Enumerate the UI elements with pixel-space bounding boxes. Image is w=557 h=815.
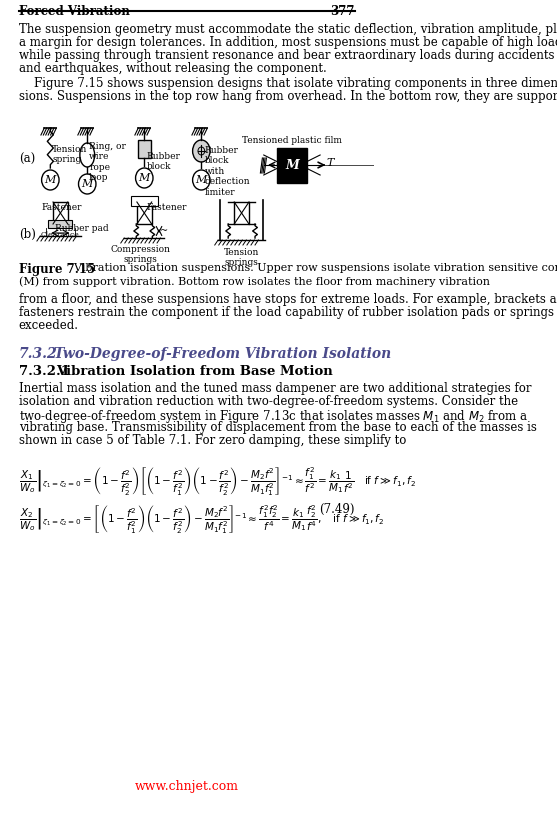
Text: 377: 377: [330, 5, 355, 18]
Bar: [131, 196, 158, 206]
Text: and earthquakes, without releasing the component.: and earthquakes, without releasing the c…: [19, 62, 326, 75]
Text: Ring, or
wire
rope
loop: Ring, or wire rope loop: [89, 142, 126, 183]
Text: while passing through transient resonance and bear extraordinary loads during ac: while passing through transient resonanc…: [19, 49, 554, 62]
Text: (b): (b): [19, 228, 36, 241]
Ellipse shape: [193, 140, 210, 162]
Bar: [138, 140, 151, 158]
Bar: [137, 202, 152, 224]
Text: exceeded.: exceeded.: [19, 319, 79, 332]
Text: fasteners restrain the component if the load capability of rubber isolation pads: fasteners restrain the component if the …: [19, 306, 557, 319]
Text: Tensioned plastic film: Tensioned plastic film: [242, 136, 342, 145]
Text: from a floor, and these suspensions have stops for extreme loads. For example, b: from a floor, and these suspensions have…: [19, 293, 557, 306]
Text: Fastener: Fastener: [146, 203, 187, 212]
Text: Fastener: Fastener: [42, 203, 82, 212]
Text: a margin for design tolerances. In addition, most suspensions must be capable of: a margin for design tolerances. In addit…: [19, 36, 557, 49]
Text: Inertial mass isolation and the tuned mass dampener are two additional strategie: Inertial mass isolation and the tuned ma…: [19, 382, 531, 395]
Text: M: M: [196, 175, 207, 185]
Text: Clearance: Clearance: [41, 231, 80, 239]
Text: sions. Suspensions in the top row hang from overhead. In the bottom row, they ar: sions. Suspensions in the top row hang f…: [19, 90, 557, 103]
Text: (M) from support vibration. Bottom row isolates the floor from machinery vibrati: (M) from support vibration. Bottom row i…: [19, 276, 490, 287]
Text: Vibration Isolation from Base Motion: Vibration Isolation from Base Motion: [56, 365, 333, 378]
Text: M: M: [139, 173, 150, 183]
Text: Tension
springs: Tension springs: [224, 248, 259, 267]
Text: M: M: [285, 158, 299, 171]
Text: M: M: [45, 175, 56, 185]
Bar: [48, 220, 72, 228]
Text: www.chnjet.com: www.chnjet.com: [135, 780, 238, 793]
Text: 7.3.2.1: 7.3.2.1: [19, 365, 70, 378]
Text: shown in case 5 of Table 7.1. For zero damping, these simplify to: shown in case 5 of Table 7.1. For zero d…: [19, 434, 406, 447]
Text: Rubber
block
with
deflection
limiter: Rubber block with deflection limiter: [204, 146, 250, 196]
Text: $\left.\dfrac{X_2}{W_o}\right|_{\zeta_1=\zeta_2=0}= \left[\left(1-\dfrac{f^2}{f_: $\left.\dfrac{X_2}{W_o}\right|_{\zeta_1=…: [19, 503, 384, 535]
Text: M: M: [81, 179, 93, 189]
Text: (7.49): (7.49): [320, 503, 355, 516]
Text: Figure 7.15: Figure 7.15: [19, 263, 95, 276]
Text: 7.3.2: 7.3.2: [19, 347, 57, 361]
Text: Compression
springs: Compression springs: [111, 245, 171, 264]
Text: Forced Vibration: Forced Vibration: [19, 5, 130, 18]
Text: vibrating base. Transmissibility of displacement from the base to each of the ma: vibrating base. Transmissibility of disp…: [19, 421, 536, 434]
Text: isolation and vibration reduction with two-degree-of-freedom systems. Consider t: isolation and vibration reduction with t…: [19, 395, 518, 408]
Text: two-degree-of-freedom system in Figure 7.13c that isolates masses $M_1$ and $M_2: two-degree-of-freedom system in Figure 7…: [19, 408, 528, 425]
Bar: [53, 202, 68, 224]
Text: Two-Degree-of-Freedom Vibration Isolation: Two-Degree-of-Freedom Vibration Isolatio…: [53, 347, 391, 361]
Bar: [234, 202, 249, 224]
Text: ~: ~: [160, 227, 169, 236]
Bar: [277, 148, 307, 183]
Text: Vibration isolation suspensions. Upper row suspensions isolate vibration sensiti: Vibration isolation suspensions. Upper r…: [67, 263, 557, 273]
Text: $\left.\dfrac{X_1}{W_o}\right|_{\zeta_1=\zeta_2=0}= \left(1-\dfrac{f^2}{f_2^2}\r: $\left.\dfrac{X_1}{W_o}\right|_{\zeta_1=…: [19, 465, 416, 498]
Text: (a): (a): [19, 153, 35, 166]
Text: Figure 7.15 shows suspension designs that isolate vibrating components in three : Figure 7.15 shows suspension designs tha…: [19, 77, 557, 90]
Text: Rubber
block: Rubber block: [146, 152, 180, 171]
Text: Rubber pad: Rubber pad: [55, 224, 109, 233]
Text: The suspension geometry must accommodate the static deflection, vibration amplit: The suspension geometry must accommodate…: [19, 23, 557, 36]
Text: Tension
spring: Tension spring: [52, 145, 87, 165]
Text: T: T: [326, 158, 334, 168]
